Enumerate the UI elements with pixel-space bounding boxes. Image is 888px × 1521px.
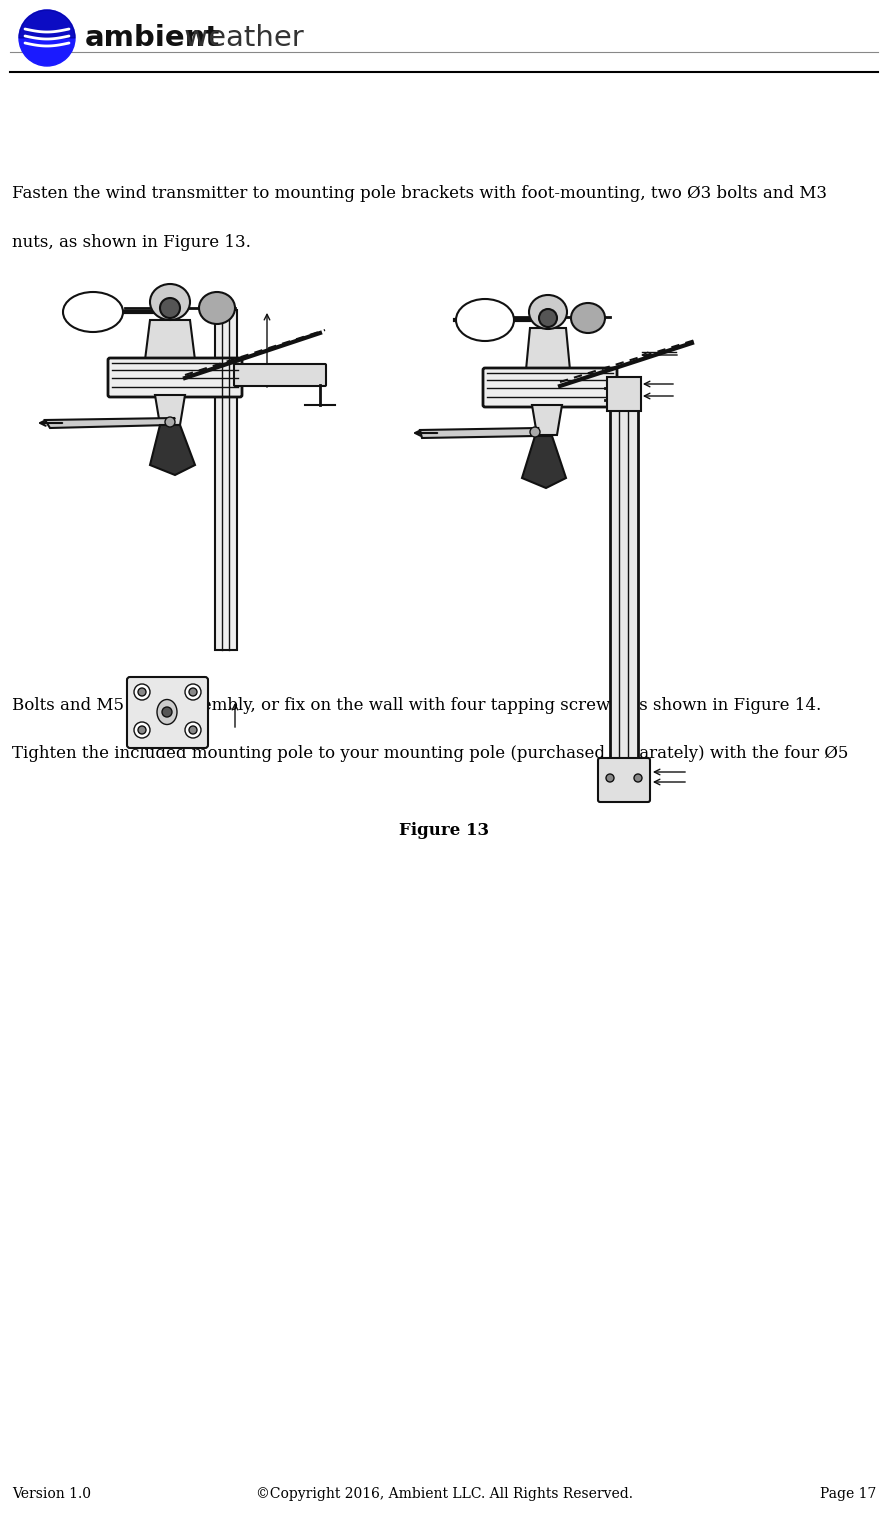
- Circle shape: [160, 298, 180, 318]
- Polygon shape: [526, 329, 570, 370]
- Text: ambient: ambient: [85, 24, 220, 52]
- Ellipse shape: [456, 300, 514, 341]
- Ellipse shape: [571, 303, 605, 333]
- Polygon shape: [45, 418, 175, 427]
- Polygon shape: [145, 319, 195, 360]
- Text: Tighten the included mounting pole to your mounting pole (purchased separately) : Tighten the included mounting pole to yo…: [12, 744, 848, 762]
- Circle shape: [134, 722, 150, 738]
- Circle shape: [539, 309, 557, 327]
- Polygon shape: [155, 395, 185, 424]
- Circle shape: [189, 726, 197, 735]
- Circle shape: [606, 774, 614, 782]
- FancyBboxPatch shape: [483, 368, 617, 408]
- Polygon shape: [150, 424, 195, 475]
- Circle shape: [185, 684, 201, 700]
- Circle shape: [165, 417, 175, 427]
- Circle shape: [134, 684, 150, 700]
- Wedge shape: [19, 11, 75, 38]
- Ellipse shape: [199, 292, 235, 324]
- FancyBboxPatch shape: [598, 757, 650, 802]
- Polygon shape: [532, 405, 562, 435]
- Ellipse shape: [157, 700, 177, 724]
- Text: ©Copyright 2016, Ambient LLC. All Rights Reserved.: ©Copyright 2016, Ambient LLC. All Rights…: [256, 1488, 632, 1501]
- Circle shape: [530, 427, 540, 437]
- Circle shape: [138, 687, 146, 697]
- Text: Bolts and M5 Nuts assembly, or fix on the wall with four tapping screws, as show: Bolts and M5 Nuts assembly, or fix on th…: [12, 697, 821, 715]
- FancyBboxPatch shape: [610, 389, 638, 789]
- Text: Figure 13: Figure 13: [399, 821, 489, 840]
- FancyBboxPatch shape: [607, 377, 641, 411]
- Circle shape: [19, 11, 75, 65]
- Text: weather: weather: [175, 24, 304, 52]
- Text: Fasten the wind transmitter to mounting pole brackets with foot-mounting, two Ø3: Fasten the wind transmitter to mounting …: [12, 186, 827, 202]
- Polygon shape: [420, 427, 538, 438]
- Ellipse shape: [63, 292, 123, 332]
- Circle shape: [634, 774, 642, 782]
- FancyBboxPatch shape: [127, 677, 208, 748]
- FancyBboxPatch shape: [215, 310, 237, 649]
- Circle shape: [138, 726, 146, 735]
- FancyBboxPatch shape: [108, 357, 242, 397]
- Circle shape: [162, 707, 172, 716]
- Circle shape: [189, 687, 197, 697]
- Text: Page 17: Page 17: [820, 1488, 876, 1501]
- Text: Version 1.0: Version 1.0: [12, 1488, 91, 1501]
- FancyBboxPatch shape: [234, 364, 326, 386]
- Text: nuts, as shown in Figure 13.: nuts, as shown in Figure 13.: [12, 234, 251, 251]
- Ellipse shape: [150, 284, 190, 319]
- Ellipse shape: [529, 295, 567, 329]
- Circle shape: [185, 722, 201, 738]
- Polygon shape: [522, 437, 566, 488]
